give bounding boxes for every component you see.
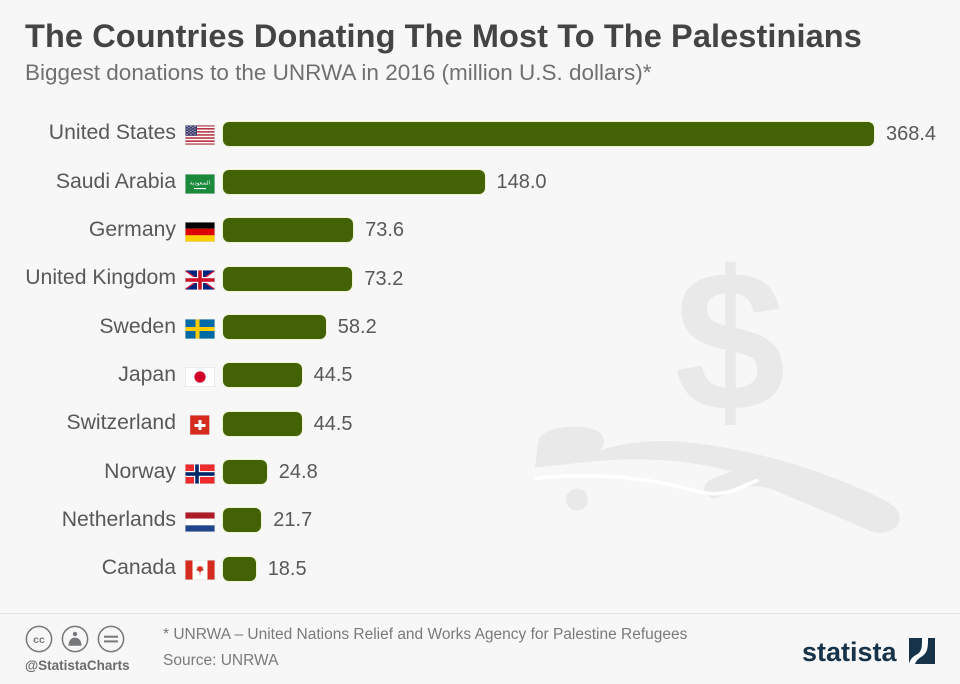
svg-text:السعودية: السعودية — [190, 180, 210, 186]
svg-text:cc: cc — [33, 634, 45, 646]
svg-text:statista: statista — [802, 637, 898, 667]
svg-text:$: $ — [674, 240, 785, 440]
